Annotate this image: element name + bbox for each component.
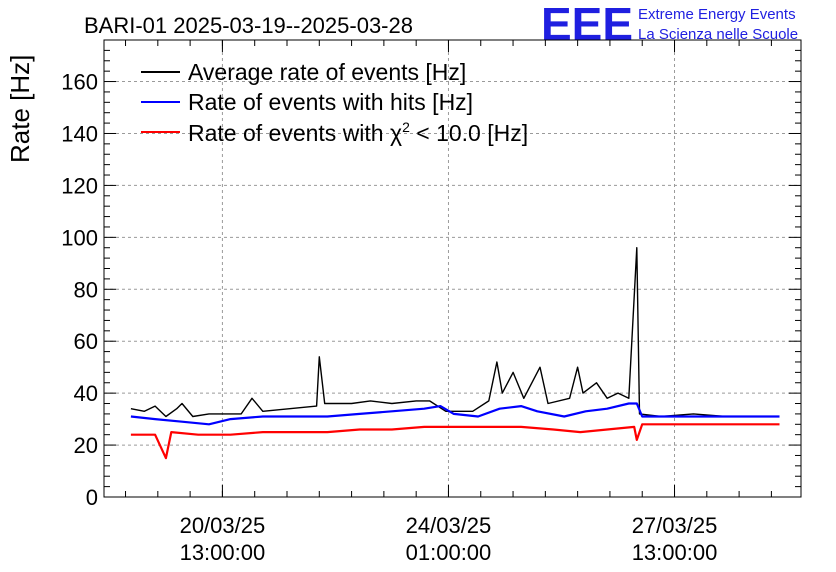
chart-title: BARI-01 2025-03-19--2025-03-28 xyxy=(84,13,413,38)
y-tick-label: 40 xyxy=(74,381,98,406)
y-tick-label: 100 xyxy=(61,225,98,250)
y-tick-label: 60 xyxy=(74,329,98,354)
y-tick-label: 160 xyxy=(61,70,98,95)
eee-logo: EEE Extreme Energy Events La Scienza nel… xyxy=(541,0,798,50)
y-tick-label: 140 xyxy=(61,121,98,146)
legend-label-average: Average rate of events [Hz] xyxy=(188,59,466,85)
x-tick-label-date: 20/03/25 xyxy=(180,513,266,538)
x-tick-label-date: 27/03/25 xyxy=(632,513,718,538)
grid-layer xyxy=(104,40,801,497)
x-tick-label-time: 13:00:00 xyxy=(180,540,266,565)
tick-layer: 02040608010012014016020/03/2513:00:0024/… xyxy=(61,39,801,565)
series-line-average xyxy=(130,246,780,418)
series-layer xyxy=(130,246,780,460)
y-tick-label: 20 xyxy=(74,433,98,458)
legend-chi2-prefix: Rate of events with xyxy=(188,120,390,146)
logo-line-2: La Scienza nelle Scuole xyxy=(638,26,798,43)
x-tick-label-date: 24/03/25 xyxy=(406,513,492,538)
series-line-hits xyxy=(130,402,780,426)
y-tick-label: 0 xyxy=(86,485,98,510)
legend-chi2-sup: 2 xyxy=(402,119,410,135)
logo-mark: EEE xyxy=(541,0,633,50)
x-tick-label-time: 13:00:00 xyxy=(632,540,718,565)
x-tick-label-time: 01:00:00 xyxy=(406,540,492,565)
y-tick-label: 120 xyxy=(61,173,98,198)
y-tick-label: 80 xyxy=(74,277,98,302)
legend-label-chi2: Rate of events with χ2 < 10.0 [Hz] xyxy=(188,119,528,146)
legend-chi2-symbol: χ xyxy=(390,120,402,146)
y-axis-title: Rate [Hz] xyxy=(5,55,35,163)
logo-line-1: Extreme Energy Events xyxy=(638,6,796,23)
legend: Average rate of events [Hz] Rate of even… xyxy=(141,59,528,146)
series-line-chi2 xyxy=(130,423,780,460)
legend-label-hits: Rate of events with hits [Hz] xyxy=(188,89,473,115)
legend-chi2-suffix: < 10.0 [Hz] xyxy=(410,120,528,146)
